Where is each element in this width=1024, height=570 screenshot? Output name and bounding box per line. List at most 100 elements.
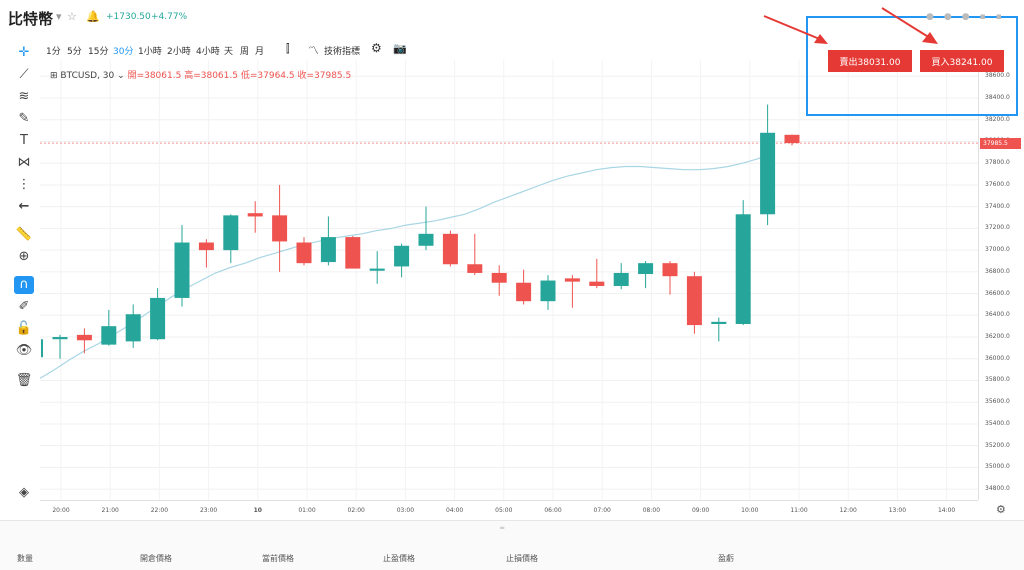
- candle-body[interactable]: [223, 215, 239, 251]
- pattern-tool-icon[interactable]: ⋈: [17, 155, 31, 170]
- time-tick-label: 03:00: [396, 507, 415, 514]
- time-tick-label: 14:00: [937, 507, 956, 514]
- time-tick-label: 09:00: [691, 507, 710, 514]
- timeframe-30m[interactable]: 30分: [113, 47, 134, 57]
- candle-body[interactable]: [272, 215, 288, 242]
- timeframe-1h[interactable]: 1小時: [138, 47, 162, 57]
- candle-body[interactable]: [613, 272, 629, 286]
- chart-controls-icon[interactable]: ●●●▪▪: [926, 12, 1012, 22]
- legend-low: 低=37964.5: [240, 71, 295, 81]
- timeframe-month[interactable]: 月: [255, 47, 265, 57]
- candle-body[interactable]: [394, 245, 410, 267]
- settings-gear-icon[interactable]: ⚙: [371, 41, 382, 55]
- bell-icon[interactable]: 🔔: [86, 10, 100, 23]
- candle-body[interactable]: [101, 326, 117, 345]
- timeframe-15m[interactable]: 15分: [88, 47, 109, 57]
- candle-body[interactable]: [540, 280, 556, 302]
- candle-body[interactable]: [735, 214, 751, 324]
- price-tick-label: 36400.0: [985, 311, 1010, 319]
- legend-open: 開=38061.5: [127, 71, 182, 81]
- time-tick-label: 12:00: [839, 507, 857, 514]
- chevron-down-icon[interactable]: ▾: [56, 10, 62, 23]
- legend-symbol[interactable]: BTCUSD, 30: [60, 71, 115, 81]
- candle-type-icon[interactable]: ⫿: [286, 42, 290, 55]
- time-axis[interactable]: 20:00 21:00 22:00 23:00 10 01:00 02:00 03:00 04:…: [40, 500, 978, 519]
- timeframe-2h[interactable]: 2小時: [167, 47, 191, 57]
- trash-icon[interactable]: 🗑: [15, 373, 33, 388]
- candle-body[interactable]: [76, 334, 92, 341]
- trend-line-icon[interactable]: ⟋: [19, 67, 29, 82]
- price-axis[interactable]: 38600.038400.038200.038000.037800.037600…: [978, 60, 1024, 500]
- price-tick-label: 38400.0: [985, 94, 1010, 102]
- candle-body[interactable]: [711, 321, 727, 324]
- fib-tool-icon[interactable]: ≋: [18, 89, 30, 104]
- zoom-in-icon[interactable]: ⊕: [18, 249, 30, 264]
- timeframe-4h[interactable]: 4小時: [196, 47, 220, 57]
- buy-button[interactable]: 買入38241.00: [920, 50, 1004, 72]
- candle-body[interactable]: [418, 233, 434, 246]
- candle-body[interactable]: [320, 237, 336, 263]
- price-tick-label: 37400.0: [985, 202, 1010, 210]
- star-icon[interactable]: ☆: [67, 10, 77, 23]
- time-tick-label: 23:00: [199, 507, 218, 514]
- candle-body[interactable]: [150, 297, 166, 340]
- magnet-icon[interactable]: ∩: [14, 276, 34, 294]
- price-tick-label: 35000.0: [985, 463, 1010, 471]
- indicators-button[interactable]: 技術指標: [324, 47, 361, 57]
- price-tick-label: 36000.0: [985, 354, 1010, 362]
- text-tool-icon[interactable]: T: [20, 133, 28, 148]
- eye-icon[interactable]: 👁: [15, 343, 33, 358]
- camera-icon[interactable]: 📷: [393, 42, 407, 55]
- timeframe-day[interactable]: 天: [224, 47, 234, 57]
- candle-body[interactable]: [760, 132, 776, 215]
- time-tick-label: 05:00: [495, 507, 513, 514]
- candle-body[interactable]: [125, 314, 141, 342]
- panel-resize-handle[interactable]: ═: [500, 524, 505, 532]
- candle-body[interactable]: [564, 278, 580, 282]
- chevron-down-icon[interactable]: ⌄: [117, 71, 125, 81]
- candle-body[interactable]: [247, 213, 263, 217]
- candle-body[interactable]: [198, 242, 214, 251]
- candle-body[interactable]: [296, 242, 312, 264]
- layers-icon[interactable]: ◈: [19, 485, 29, 500]
- price-tick-label: 37000.0: [985, 246, 1010, 254]
- candle-body[interactable]: [638, 263, 654, 275]
- positions-panel: 數量 開倉價格 當前價格 止盈價格 止損價格 盈虧: [0, 520, 1024, 570]
- col-header-take-profit: 止盈價格: [383, 554, 415, 563]
- timeframe-5m[interactable]: 5分: [67, 47, 82, 57]
- timeframe-week[interactable]: 周: [240, 47, 250, 57]
- header: 比特幣 ▾ ☆ 🔔 +1730.50 +4.77%: [0, 0, 1024, 34]
- legend-expand-icon[interactable]: ⊞: [50, 71, 58, 81]
- candle-body[interactable]: [491, 272, 507, 283]
- candle-body[interactable]: [345, 237, 361, 269]
- brush-icon[interactable]: ✎: [18, 111, 30, 126]
- candle-body[interactable]: [467, 264, 483, 273]
- sell-button[interactable]: 賣出38031.00: [828, 50, 912, 72]
- coin-title: 比特幣: [8, 10, 54, 28]
- candle-body[interactable]: [442, 233, 458, 265]
- candle-body[interactable]: [52, 337, 68, 340]
- axis-settings-gear-icon[interactable]: ⚙: [996, 503, 1006, 516]
- candle-body[interactable]: [686, 276, 702, 326]
- ruler-icon[interactable]: 📏: [15, 227, 33, 242]
- candle-body[interactable]: [369, 268, 385, 271]
- time-tick-label: 02:00: [347, 507, 365, 514]
- timeframe-1m[interactable]: 1分: [46, 47, 61, 57]
- candlestick-chart[interactable]: [40, 60, 978, 500]
- time-tick-label: 13:00: [888, 507, 907, 514]
- indicators-icon[interactable]: 〽: [308, 44, 319, 57]
- price-tick-label: 36200.0: [985, 333, 1010, 341]
- candle-body[interactable]: [662, 263, 678, 277]
- prediction-tool-icon[interactable]: ⋮: [17, 177, 31, 192]
- crosshair-icon[interactable]: ✛: [18, 45, 30, 60]
- time-tick-label: 06:00: [544, 507, 562, 514]
- lock-icon[interactable]: 🔓: [15, 321, 33, 336]
- candle-body[interactable]: [589, 281, 605, 286]
- pencil-lock-icon[interactable]: ✐: [18, 299, 30, 314]
- candle-body[interactable]: [174, 242, 190, 298]
- candle-body[interactable]: [784, 134, 800, 144]
- time-tick-label: 22:00: [150, 507, 169, 514]
- back-arrow-icon[interactable]: ←: [18, 199, 30, 214]
- candle-body[interactable]: [516, 282, 532, 302]
- price-tick-label: 35600.0: [985, 398, 1010, 406]
